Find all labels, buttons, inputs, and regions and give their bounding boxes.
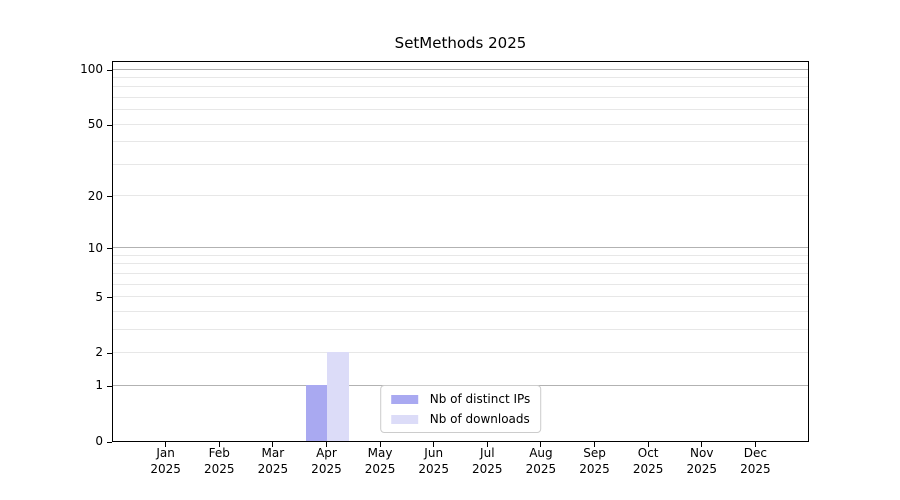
gridline-minor	[113, 195, 808, 197]
gridline-minor	[113, 76, 808, 78]
legend-row: Nb of distinct IPs	[390, 392, 531, 406]
x-tick-label: Apr 2025	[311, 446, 342, 476]
x-axis-tick	[594, 442, 596, 447]
legend-label: Nb of distinct IPs	[429, 392, 531, 406]
x-axis-tick	[647, 442, 649, 447]
bar-distinct-ips	[306, 385, 328, 441]
x-tick-label: Jul 2025	[472, 446, 503, 476]
x-axis-tick	[165, 442, 167, 447]
gridline-minor	[113, 96, 808, 98]
y-tick-label: 10	[87, 240, 103, 255]
gridline-minor	[113, 123, 808, 125]
gridline-minor	[113, 254, 808, 256]
x-tick-label: Dec 2025	[740, 446, 771, 476]
y-axis-tick	[107, 385, 112, 387]
bar-downloads	[327, 352, 349, 441]
x-tick-label: Jan 2025	[150, 446, 181, 476]
x-axis-tick	[540, 442, 542, 447]
y-tick-label: 1	[95, 378, 103, 393]
gridline-minor	[113, 163, 808, 165]
legend-swatch-icon	[390, 414, 418, 424]
chart-title: SetMethods 2025	[394, 34, 527, 52]
x-axis-tick	[701, 442, 703, 447]
gridline-minor	[113, 272, 808, 274]
x-tick-label: Mar 2025	[257, 446, 289, 476]
gridline-major	[113, 68, 808, 70]
x-tick-label: Jun 2025	[418, 446, 449, 476]
y-axis-tick	[107, 352, 112, 354]
gridline-minor	[113, 263, 808, 265]
x-axis-tick	[379, 442, 381, 447]
y-tick-label: 50	[87, 117, 103, 132]
y-axis-tick	[107, 297, 112, 299]
x-axis-tick	[486, 442, 488, 447]
gridline-major	[113, 247, 808, 249]
plot-area: Nb of distinct IPs Nb of downloads	[112, 61, 809, 442]
gridline-minor	[113, 141, 808, 143]
legend-row: Nb of downloads	[390, 412, 531, 426]
gridline-minor	[113, 351, 808, 353]
y-axis-tick	[107, 248, 112, 250]
x-axis-tick	[754, 442, 756, 447]
y-tick-label: 2	[95, 345, 103, 360]
y-tick-label: 100	[80, 62, 103, 77]
gridline-minor	[113, 296, 808, 298]
y-tick-label: 5	[95, 289, 103, 304]
gridline-minor	[113, 86, 808, 88]
x-axis-tick	[218, 442, 220, 447]
gridline-minor	[113, 328, 808, 330]
legend: Nb of distinct IPs Nb of downloads	[379, 385, 542, 433]
y-tick-label: 0	[95, 434, 103, 448]
x-axis-tick	[433, 442, 435, 447]
x-axis-tick	[272, 442, 274, 447]
y-tick-label: 20	[87, 188, 103, 203]
x-tick-label: Aug 2025	[525, 446, 557, 476]
x-tick-label: Sep 2025	[579, 446, 610, 476]
y-axis-tick	[107, 196, 112, 198]
legend-label: Nb of downloads	[429, 412, 530, 426]
x-axis-tick	[325, 442, 327, 447]
y-axis-tick	[107, 69, 112, 71]
legend-swatch-icon	[390, 394, 418, 404]
y-axis-tick	[107, 441, 112, 443]
x-tick-label: Nov 2025	[686, 446, 718, 476]
x-tick-label: Feb 2025	[203, 446, 235, 476]
x-tick-label: Oct 2025	[632, 446, 664, 476]
gridline-minor	[113, 109, 808, 111]
y-axis-tick	[107, 124, 112, 126]
gridline-minor	[113, 283, 808, 285]
x-tick-label: May 2025	[364, 446, 396, 476]
gridline-minor	[113, 310, 808, 312]
